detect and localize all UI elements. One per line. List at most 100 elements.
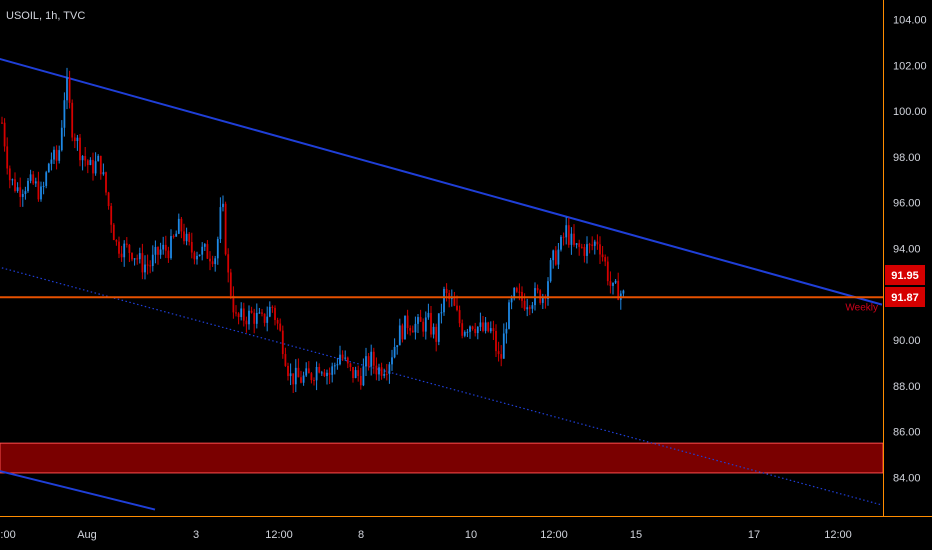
candle[interactable]: [547, 277, 549, 306]
candle[interactable]: [19, 177, 22, 207]
candle[interactable]: [401, 323, 404, 343]
candle[interactable]: [99, 155, 102, 180]
candle[interactable]: [164, 235, 167, 259]
candle[interactable]: [32, 170, 35, 185]
candle[interactable]: [500, 345, 503, 367]
candle[interactable]: [622, 289, 625, 297]
candle[interactable]: [180, 216, 183, 239]
candle[interactable]: [115, 239, 118, 246]
candle[interactable]: [396, 345, 399, 355]
candle[interactable]: [305, 362, 308, 377]
candle[interactable]: [453, 291, 456, 307]
candle[interactable]: [307, 361, 310, 374]
candle[interactable]: [29, 169, 32, 184]
candle[interactable]: [424, 311, 427, 340]
candle[interactable]: [68, 70, 71, 109]
candle[interactable]: [235, 305, 237, 317]
candle[interactable]: [339, 345, 341, 366]
candle[interactable]: [443, 286, 445, 316]
candle[interactable]: [281, 325, 284, 359]
candle[interactable]: [60, 120, 63, 152]
candle[interactable]: [411, 325, 414, 333]
candle[interactable]: [123, 240, 126, 267]
candle[interactable]: [144, 255, 146, 280]
candle[interactable]: [193, 250, 196, 265]
candle[interactable]: [463, 330, 466, 338]
candle[interactable]: [190, 232, 193, 259]
candle[interactable]: [188, 231, 191, 246]
candle[interactable]: [554, 246, 557, 266]
candle[interactable]: [133, 258, 136, 266]
candle[interactable]: [557, 243, 560, 270]
candle[interactable]: [53, 146, 55, 165]
candle[interactable]: [177, 213, 180, 235]
candle[interactable]: [105, 171, 107, 196]
candle[interactable]: [471, 325, 474, 331]
candle[interactable]: [578, 239, 581, 256]
candle[interactable]: [617, 272, 620, 301]
supply-demand-zone[interactable]: [0, 442, 884, 474]
candle[interactable]: [562, 232, 565, 246]
candle[interactable]: [445, 283, 448, 302]
candle[interactable]: [502, 323, 505, 359]
candle[interactable]: [16, 182, 19, 193]
candle[interactable]: [331, 362, 334, 383]
candle[interactable]: [435, 323, 438, 352]
candle[interactable]: [198, 254, 201, 257]
candle[interactable]: [79, 133, 81, 167]
candle[interactable]: [76, 134, 79, 151]
candle[interactable]: [323, 369, 326, 378]
candle[interactable]: [107, 191, 110, 210]
candle[interactable]: [3, 118, 6, 152]
candle[interactable]: [229, 268, 232, 300]
candle[interactable]: [125, 237, 128, 248]
candle[interactable]: [404, 315, 406, 340]
candle[interactable]: [320, 370, 323, 376]
candle[interactable]: [375, 357, 378, 381]
trendline-solid-2[interactable]: [0, 470, 156, 511]
candle[interactable]: [487, 321, 490, 333]
candle[interactable]: [209, 251, 211, 271]
candle[interactable]: [97, 154, 100, 162]
candle[interactable]: [414, 316, 417, 340]
candle[interactable]: [406, 309, 409, 335]
candle[interactable]: [263, 313, 266, 327]
candle[interactable]: [391, 349, 393, 371]
candle[interactable]: [489, 321, 492, 334]
candle[interactable]: [297, 358, 300, 378]
trendline-dotted-1[interactable]: [0, 266, 883, 506]
candle[interactable]: [196, 251, 198, 265]
candle[interactable]: [393, 338, 396, 359]
candle[interactable]: [567, 217, 570, 248]
candle[interactable]: [432, 323, 435, 339]
candle[interactable]: [549, 257, 552, 283]
candle[interactable]: [476, 326, 479, 340]
candle[interactable]: [354, 366, 357, 379]
candle[interactable]: [427, 303, 430, 320]
candle[interactable]: [112, 223, 115, 241]
candle[interactable]: [398, 318, 401, 346]
candle[interactable]: [388, 361, 391, 384]
candle[interactable]: [294, 359, 297, 393]
candle[interactable]: [497, 341, 500, 362]
candle[interactable]: [86, 159, 89, 174]
candle[interactable]: [326, 369, 328, 385]
candle[interactable]: [344, 350, 347, 361]
candle[interactable]: [422, 318, 425, 337]
candle[interactable]: [313, 377, 315, 386]
candle[interactable]: [565, 217, 568, 245]
candle[interactable]: [359, 367, 362, 390]
candle[interactable]: [6, 137, 9, 175]
candle[interactable]: [349, 362, 352, 372]
candle[interactable]: [458, 305, 461, 328]
candle[interactable]: [479, 312, 482, 332]
candle[interactable]: [328, 367, 331, 384]
candle[interactable]: [583, 244, 586, 263]
candle[interactable]: [214, 255, 217, 272]
candle[interactable]: [417, 313, 419, 333]
candle[interactable]: [482, 315, 484, 333]
candle[interactable]: [81, 155, 84, 171]
candle[interactable]: [216, 236, 219, 265]
candle[interactable]: [591, 236, 594, 251]
